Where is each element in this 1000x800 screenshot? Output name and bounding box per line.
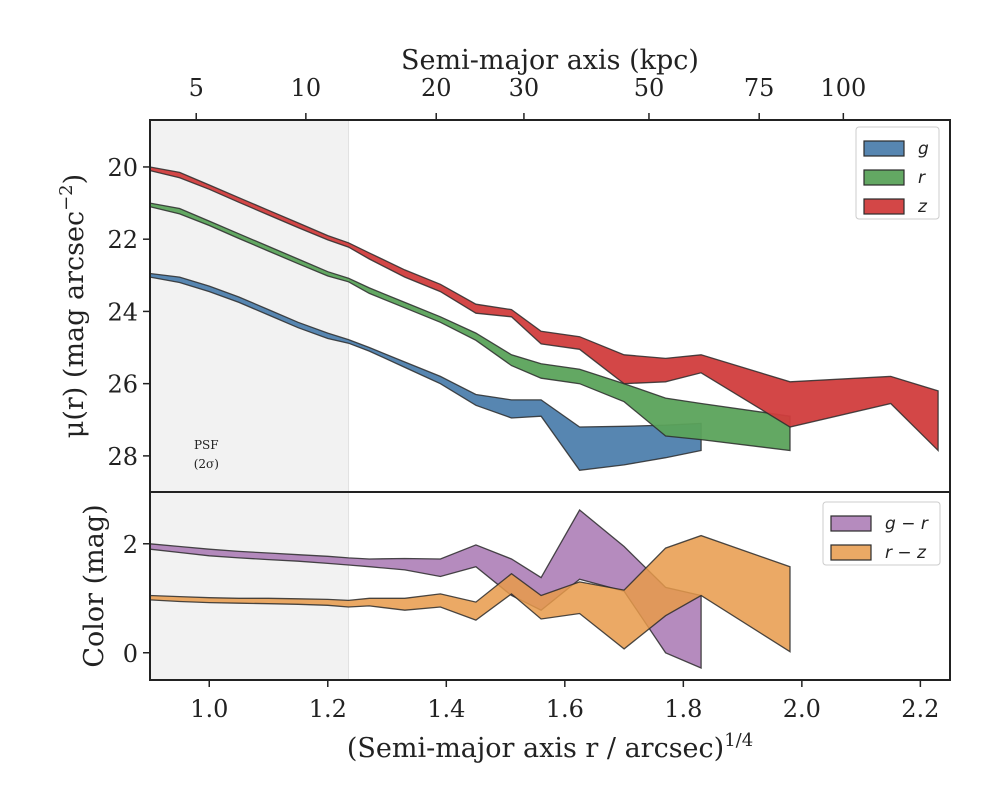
top-ytick-label-4: 28 — [107, 443, 138, 471]
band-r-minus-z — [150, 534, 791, 653]
legend-swatch-g — [863, 140, 905, 157]
xtick-label-6: 2.2 — [901, 695, 939, 723]
x-axis-label: (Semi-major axis r / arcsec)1/4 — [347, 730, 753, 764]
top-y-axis-label-close: ) — [59, 174, 90, 185]
top-xtick-label-1: 10 — [291, 74, 322, 102]
psf-label-line1: PSF — [194, 438, 219, 452]
top-xtick-label-4: 50 — [634, 74, 665, 102]
top-xtick-label-2: 20 — [421, 74, 452, 102]
xtick-label-0: 1.0 — [190, 695, 228, 723]
xtick-label-2: 1.4 — [427, 695, 465, 723]
legend-label-g: g — [918, 139, 929, 159]
xtick-label-5: 2.0 — [783, 695, 821, 723]
top-y-axis-label-sup: −2 — [56, 184, 77, 211]
legend-label-r-minus-z: r − z — [885, 543, 927, 563]
top-y-axis-label: μ(r) (mag arcsec−2) — [56, 174, 90, 438]
bottom-ytick-label-1: 2 — [123, 531, 138, 559]
bottom-y-axis-label: Color (mag) — [79, 504, 110, 667]
top-xtick-label-6: 100 — [820, 74, 866, 102]
psf-label-line2: (2σ) — [194, 457, 219, 471]
top-y-axis-label-main: μ(r) (mag arcsec — [59, 211, 90, 438]
top-xtick-label-0: 5 — [189, 74, 204, 102]
band-z — [150, 166, 939, 453]
legend-swatch-r-minus-z — [830, 544, 872, 561]
band-g-minus-r — [150, 509, 702, 669]
legend-swatch-g-minus-r — [830, 515, 872, 532]
xtick-label-1: 1.2 — [309, 695, 347, 723]
top-xtick-label-3: 30 — [509, 74, 540, 102]
xtick-label-3: 1.6 — [546, 695, 584, 723]
top-x-axis-label: Semi-major axis (kpc) — [401, 45, 699, 76]
legend-label-z: z — [917, 197, 928, 217]
xtick-label-4: 1.8 — [664, 695, 702, 723]
top-xtick-label-5: 75 — [744, 74, 775, 102]
legend-swatch-r — [863, 169, 905, 186]
x-axis-label-main: (Semi-major axis r / arcsec) — [347, 733, 724, 764]
band-r — [150, 202, 791, 452]
band-g — [150, 272, 702, 471]
legend-swatch-z — [863, 198, 905, 215]
top-ytick-label-0: 20 — [107, 154, 138, 182]
top-ytick-label-1: 22 — [107, 226, 138, 254]
legend-label-g-minus-r: g − r — [885, 514, 929, 534]
x-axis-label-sup: 1/4 — [724, 730, 753, 751]
bottom-ytick-label-0: 0 — [123, 640, 138, 668]
bottom-panel-frame — [149, 491, 951, 681]
top-ytick-label-2: 24 — [107, 298, 138, 326]
legend-label-r: r — [918, 168, 926, 188]
top-ytick-label-3: 26 — [107, 371, 138, 399]
